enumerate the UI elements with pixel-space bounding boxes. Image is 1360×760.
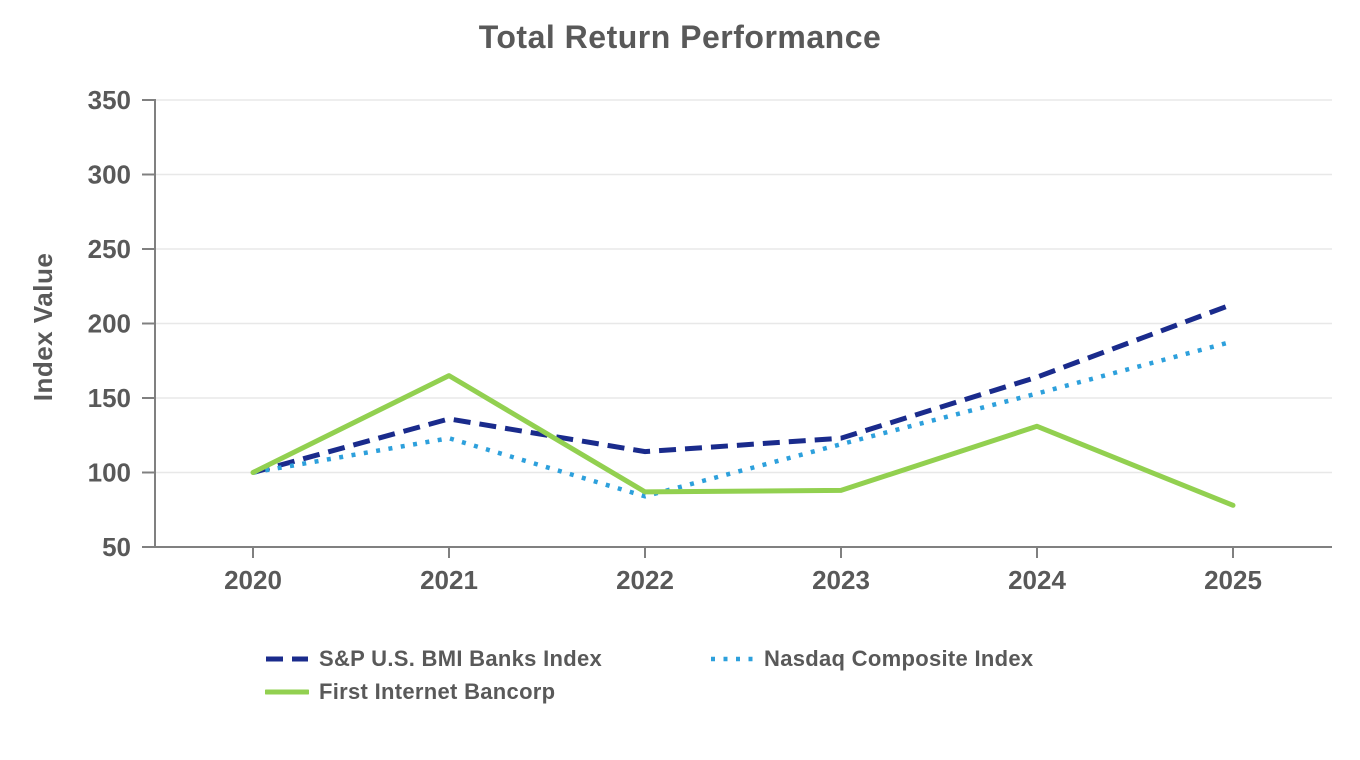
y-tick-label: 200	[88, 309, 131, 339]
y-tick-label: 150	[88, 383, 131, 413]
solid-line-swatch-icon	[265, 689, 309, 694]
gridlines	[155, 99, 1332, 474]
x-tick-label: 2024	[1008, 565, 1066, 595]
legend-label: S&P U.S. BMI Banks Index	[319, 645, 603, 671]
dotted-line-swatch-icon	[711, 656, 753, 661]
chart-legend: S&P U.S. BMI Banks Index Nasdaq Composite…	[265, 642, 1033, 708]
x-tick-label: 2020	[224, 565, 282, 595]
y-tick-label: 300	[88, 160, 131, 190]
legend-label: Nasdaq Composite Index	[764, 645, 1034, 671]
y-tick-label: 350	[88, 85, 131, 115]
y-tick-label: 50	[102, 532, 131, 562]
legend-item-s-p-u-s-bmi-banks-index: S&P U.S. BMI Banks Index	[265, 646, 710, 672]
dashed-line-swatch-icon	[266, 656, 308, 661]
legend-item-nasdaq-composite-index: Nasdaq Composite Index	[710, 646, 1033, 672]
series-line-s-p-u-s-bmi-banks-index	[252, 301, 1234, 475]
series-line-first-internet-bancorp	[250, 373, 1236, 508]
x-tick-label: 2022	[616, 565, 674, 595]
y-axis-title: Index Value	[28, 253, 58, 402]
x-tick-label: 2025	[1204, 565, 1262, 595]
y-tick-label: 100	[88, 458, 131, 488]
y-axis-ticks: 50 100 150 200 250 300 350	[88, 85, 155, 562]
series-line-nasdaq-composite-index	[252, 339, 1234, 499]
legend-item-first-internet-bancorp: First Internet Bancorp	[265, 679, 710, 705]
x-tick-label: 2023	[812, 565, 870, 595]
series-lines	[250, 301, 1236, 508]
y-tick-label: 250	[88, 234, 131, 264]
legend-label: First Internet Bancorp	[319, 678, 556, 704]
chart-title: Total Return Performance	[479, 19, 882, 55]
x-tick-label: 2021	[420, 565, 478, 595]
x-axis-ticks: 2020 2021 2022 2023 2024 2025	[224, 547, 1262, 595]
